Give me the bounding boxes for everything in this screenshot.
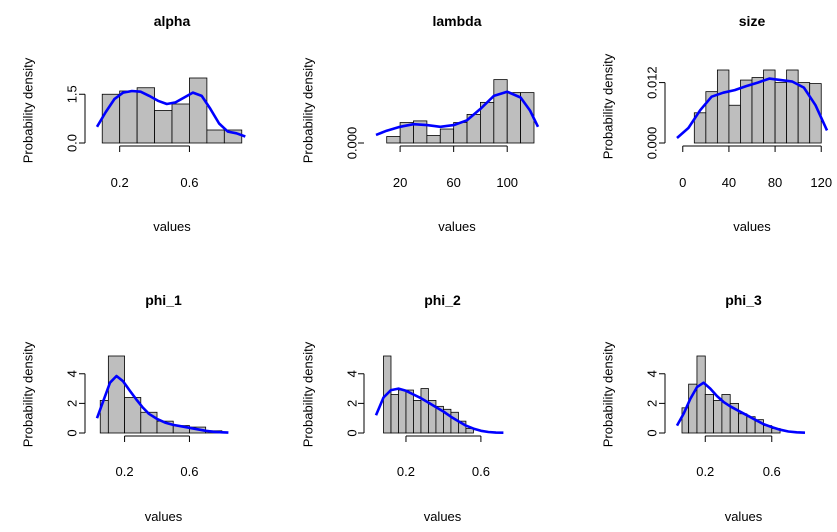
y-axis-label: Probability density — [601, 53, 616, 159]
x-axis-label: values — [438, 219, 476, 234]
y-tick-label: 4 — [645, 370, 660, 377]
y-tick-label: 2 — [65, 400, 80, 407]
x-tick-label: 0.6 — [763, 464, 781, 479]
density-curve — [95, 89, 246, 138]
y-tick-label: 0.012 — [645, 66, 660, 99]
x-axis-label: values — [145, 509, 183, 524]
x-tick-label: 0.2 — [397, 464, 415, 479]
y-tick-label: 0 — [65, 429, 80, 436]
histogram-bar — [740, 79, 753, 144]
y-axis-label: Probability density — [21, 341, 36, 447]
y-axis-label: Probability density — [301, 57, 316, 163]
histogram-bar — [704, 394, 714, 434]
x-tick-label: 0.6 — [180, 464, 198, 479]
histogram-bar — [716, 69, 730, 144]
density-curve — [675, 381, 806, 434]
histogram-bar — [774, 82, 788, 144]
y-axis-label: Probability density — [601, 341, 616, 447]
density-curve — [375, 90, 540, 137]
x-tick-label: 120 — [810, 175, 832, 190]
histogram-bar — [405, 389, 414, 434]
histogram-bar — [107, 355, 125, 434]
density-curve — [374, 387, 504, 434]
y-axis-label: Probability density — [21, 57, 36, 163]
histogram-bar — [696, 355, 706, 434]
y-tick-label: 0.000 — [645, 127, 660, 160]
x-tick-label: 0.2 — [111, 175, 129, 190]
histogram-bar — [386, 136, 401, 144]
x-axis-label: values — [153, 219, 191, 234]
x-tick-label: 40 — [722, 175, 736, 190]
histogram-bar — [738, 413, 748, 434]
y-tick-label: 0.0 — [65, 134, 80, 152]
panel-lambda: 20 60 100 0.000 lambda values Probability dens… — [301, 13, 540, 234]
histogram-bar — [140, 411, 158, 434]
y-tick-label: 2 — [645, 400, 660, 407]
histogram-bar — [119, 90, 138, 144]
x-tick-label: 60 — [446, 175, 460, 190]
histogram-bar — [458, 420, 467, 434]
density-curve — [676, 77, 829, 139]
x-tick-label: 0.6 — [472, 464, 490, 479]
histogram-bar — [154, 110, 173, 144]
x-tick-label: 0.2 — [696, 464, 714, 479]
histogram-bar — [465, 428, 474, 434]
histogram-bar — [398, 389, 407, 434]
panel-title: phi_3 — [725, 292, 762, 308]
x-tick-label: 20 — [393, 175, 407, 190]
y-axis-label: Probability density — [301, 341, 316, 447]
histogram-bar — [413, 400, 422, 434]
y-tick-label: 2 — [345, 400, 360, 407]
x-tick-label: 80 — [768, 175, 782, 190]
histogram-bar — [809, 83, 822, 144]
x-axis-label: values — [424, 509, 462, 524]
x-axis-label: values — [733, 219, 771, 234]
histogram-bar — [493, 79, 508, 144]
x-tick-label: 100 — [496, 175, 518, 190]
histogram-bar — [189, 77, 208, 144]
density-curve — [95, 374, 229, 434]
histogram-bar — [450, 411, 459, 434]
histogram-bar — [413, 120, 428, 144]
histogram-bar — [728, 104, 741, 144]
y-tick-label: 4 — [345, 370, 360, 377]
histogram-bar — [420, 388, 429, 434]
panel-title: lambda — [432, 13, 481, 29]
histogram-bar — [506, 92, 521, 144]
histogram-bar — [713, 400, 723, 434]
panel-title: phi_1 — [145, 292, 182, 308]
panel-title: alpha — [154, 13, 191, 29]
histogram-bar — [751, 77, 764, 144]
x-tick-label: 0.2 — [116, 464, 134, 479]
panel-alpha: 0.2 0.6 0.0 1.5 alpha values Probability densi… — [21, 13, 246, 234]
x-tick-label: 0 — [679, 175, 686, 190]
x-axis-label: values — [725, 509, 763, 524]
histogram-bar — [426, 135, 441, 144]
histogram-bar — [705, 91, 718, 144]
histogram-bar — [171, 103, 190, 144]
panel-title: size — [739, 13, 766, 29]
y-tick-label: 0 — [345, 429, 360, 436]
histogram-bar — [101, 93, 121, 144]
panel-size: 0 40 80 120 0.000 0.012 size values Probability … — [601, 13, 833, 234]
x-tick-label: 0.6 — [180, 175, 198, 190]
y-tick-label: 0.000 — [345, 127, 360, 160]
histogram-bar — [390, 394, 399, 434]
panel-title: phi_2 — [424, 292, 461, 308]
y-tick-label: 1.5 — [65, 85, 80, 103]
y-tick-label: 0 — [645, 429, 660, 436]
y-tick-label: 4 — [65, 370, 80, 377]
histogram-bar — [206, 129, 225, 144]
histogram-bar — [439, 128, 455, 144]
